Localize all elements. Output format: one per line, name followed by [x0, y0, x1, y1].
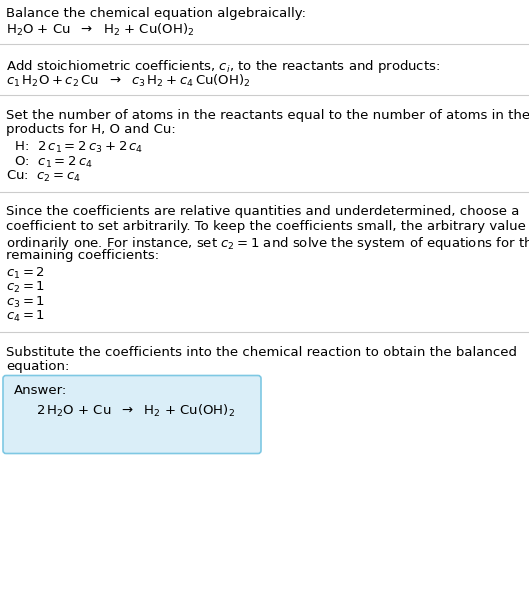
Text: equation:: equation: — [6, 360, 69, 373]
Text: $c_4 = 1$: $c_4 = 1$ — [6, 309, 45, 324]
Text: remaining coefficients:: remaining coefficients: — [6, 249, 159, 262]
Text: Balance the chemical equation algebraically:: Balance the chemical equation algebraica… — [6, 7, 306, 20]
Text: products for H, O and Cu:: products for H, O and Cu: — [6, 123, 176, 137]
Text: $c_1 = 2$: $c_1 = 2$ — [6, 265, 45, 280]
Text: $c_1\,\mathregular{H_2O} + c_2\,\mathrm{Cu}$  $\rightarrow$  $c_3\,\mathregular{: $c_1\,\mathregular{H_2O} + c_2\,\mathrm{… — [6, 72, 251, 89]
Text: ordinarily one. For instance, set $c_2 = 1$ and solve the system of equations fo: ordinarily one. For instance, set $c_2 =… — [6, 234, 529, 251]
Text: H:  $2\,c_1 = 2\,c_3 + 2\,c_4$: H: $2\,c_1 = 2\,c_3 + 2\,c_4$ — [6, 140, 143, 155]
Text: O:  $c_1 = 2\,c_4$: O: $c_1 = 2\,c_4$ — [6, 155, 93, 169]
Text: Substitute the coefficients into the chemical reaction to obtain the balanced: Substitute the coefficients into the che… — [6, 345, 517, 359]
Text: $c_2 = 1$: $c_2 = 1$ — [6, 280, 45, 295]
Text: Answer:: Answer: — [14, 384, 67, 398]
Text: $\mathregular{H_2O}$ + Cu  $\rightarrow$  $\mathregular{H_2}$ + $\mathregular{Cu: $\mathregular{H_2O}$ + Cu $\rightarrow$ … — [6, 21, 194, 38]
Text: coefficient to set arbitrarily. To keep the coefficients small, the arbitrary va: coefficient to set arbitrarily. To keep … — [6, 220, 529, 233]
Text: $2\,\mathregular{H_2O}$ + Cu  $\rightarrow$  $\mathregular{H_2}$ + $\mathregular: $2\,\mathregular{H_2O}$ + Cu $\rightarro… — [36, 403, 235, 419]
Text: Since the coefficients are relative quantities and underdetermined, choose a: Since the coefficients are relative quan… — [6, 206, 519, 219]
Text: $c_3 = 1$: $c_3 = 1$ — [6, 294, 45, 310]
Text: Cu:  $c_2 = c_4$: Cu: $c_2 = c_4$ — [6, 169, 81, 184]
Text: Add stoichiometric coefficients, $c_i$, to the reactants and products:: Add stoichiometric coefficients, $c_i$, … — [6, 58, 440, 75]
FancyBboxPatch shape — [3, 376, 261, 453]
Text: Set the number of atoms in the reactants equal to the number of atoms in the: Set the number of atoms in the reactants… — [6, 109, 529, 122]
